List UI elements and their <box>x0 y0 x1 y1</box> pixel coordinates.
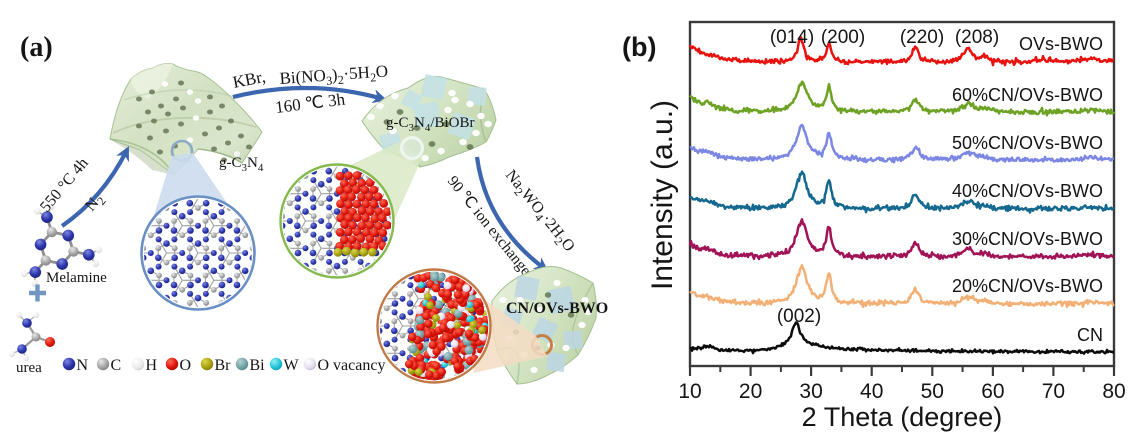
svg-text:40: 40 <box>860 380 883 403</box>
svg-text:N: N <box>77 357 89 374</box>
svg-text:C: C <box>111 357 122 374</box>
svg-text:Intensity (a.u.): Intensity (a.u.) <box>646 100 679 290</box>
svg-text:60: 60 <box>981 380 1004 403</box>
svg-text:2 Theta (degree): 2 Theta (degree) <box>802 402 1003 432</box>
svg-text:(200): (200) <box>821 27 865 48</box>
svg-text:(220): (220) <box>900 27 944 48</box>
svg-text:O vacancy: O vacancy <box>318 357 386 374</box>
svg-text:80: 80 <box>1102 380 1125 403</box>
svg-text:Bi(NO3)2·5H2O: Bi(NO3)2·5H2O <box>279 61 389 91</box>
svg-text:20: 20 <box>739 380 762 403</box>
svg-text:(014): (014) <box>770 27 814 48</box>
svg-text:40%CN/OVs-BWO: 40%CN/OVs-BWO <box>952 181 1103 201</box>
svg-text:g-C3N4: g-C3N4 <box>219 155 264 174</box>
svg-text:KBr,: KBr, <box>231 67 267 92</box>
svg-text:Melamine: Melamine <box>46 270 107 286</box>
svg-text:W: W <box>284 357 300 374</box>
svg-text:OVs-BWO: OVs-BWO <box>1019 34 1103 54</box>
svg-text:urea: urea <box>16 360 42 376</box>
svg-text:(b): (b) <box>622 32 656 62</box>
svg-text:CN: CN <box>1077 325 1103 345</box>
svg-text:g-C3N4/BiOBr: g-C3N4/BiOBr <box>386 115 475 134</box>
svg-text:Br: Br <box>215 357 232 374</box>
svg-text:(a): (a) <box>20 32 53 63</box>
svg-text:20%CN/OVs-BWO: 20%CN/OVs-BWO <box>952 276 1103 296</box>
svg-text:10: 10 <box>678 380 701 403</box>
svg-text:O: O <box>180 357 192 374</box>
svg-text:CN/OVs-BWO: CN/OVs-BWO <box>506 300 608 317</box>
svg-text:(002): (002) <box>777 306 821 327</box>
svg-text:30%CN/OVs-BWO: 30%CN/OVs-BWO <box>952 229 1103 249</box>
svg-text:50%CN/OVs-BWO: 50%CN/OVs-BWO <box>952 133 1103 153</box>
svg-text:160 ℃ 3h: 160 ℃ 3h <box>274 90 346 117</box>
svg-text:60%CN/OVs-BWO: 60%CN/OVs-BWO <box>952 85 1103 105</box>
svg-text:Bi: Bi <box>250 357 266 374</box>
svg-text:H: H <box>146 357 158 374</box>
svg-text:50: 50 <box>921 380 944 403</box>
svg-text:(208): (208) <box>955 27 999 48</box>
svg-text:30: 30 <box>799 380 822 403</box>
svg-text:70: 70 <box>1042 380 1065 403</box>
